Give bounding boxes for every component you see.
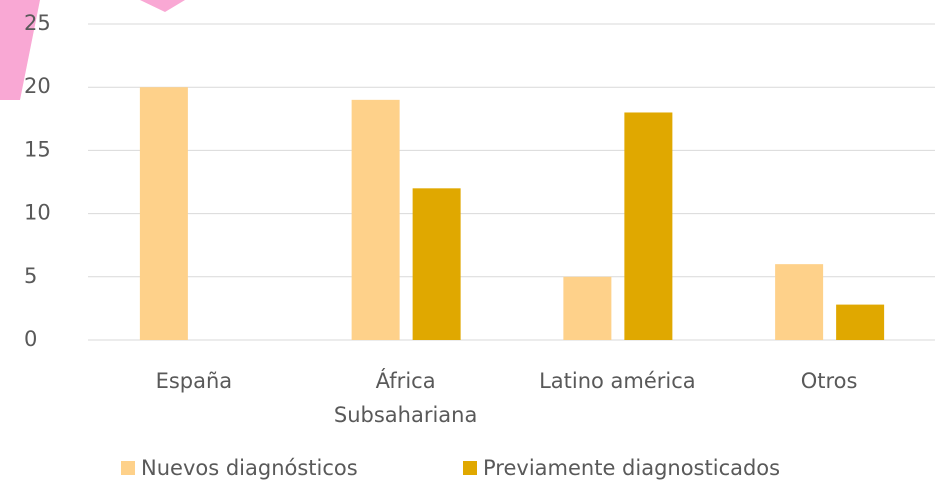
bar [836, 305, 884, 340]
x-tick-label: Latino américa [527, 364, 707, 398]
legend-swatch [463, 461, 477, 475]
x-tick-label: España [104, 364, 284, 398]
bar [140, 87, 188, 340]
y-tick-label: 5 [24, 264, 37, 288]
legend-label: Nuevos diagnósticos [141, 456, 358, 480]
y-tick-label: 15 [24, 137, 51, 161]
chart-page: 0 5 10 15 20 25 Nuevos diagnósticos Previamente… [0, 0, 943, 499]
bar [352, 100, 400, 340]
bar [775, 264, 823, 340]
y-tick-label: 25 [24, 11, 51, 35]
bar [624, 112, 672, 340]
legend-swatch [121, 461, 135, 475]
bar [413, 188, 461, 340]
x-tick-label: Otros [739, 364, 919, 398]
bar [563, 277, 611, 340]
y-tick-label: 0 [24, 327, 37, 351]
x-tick-label: África Subsahariana [316, 364, 496, 432]
y-tick-label: 10 [24, 201, 51, 225]
legend-label: Previamente diagnosticados [483, 456, 780, 480]
decoration [140, 0, 185, 12]
y-tick-label: 20 [24, 74, 51, 98]
